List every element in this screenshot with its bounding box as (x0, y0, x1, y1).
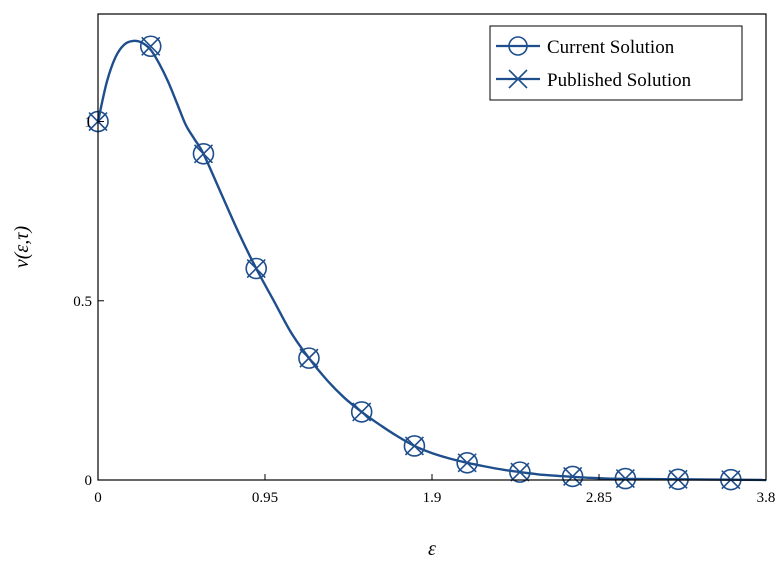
y-tick-label: 1 (85, 115, 93, 131)
current-solution-point (667, 468, 689, 491)
published-solution-point (246, 258, 266, 279)
published-solution-point (141, 36, 161, 56)
published-solution-point (352, 402, 372, 422)
current-solution-point (245, 257, 268, 280)
published-solution-point (193, 144, 214, 164)
current-solution-point (403, 435, 426, 457)
legend-box (489, 25, 743, 101)
legend-marker-x (508, 69, 528, 89)
x-axis-label: ε (428, 538, 436, 560)
tick-layer: 0 0.95 1.9 2.85 3.8 0 0.5 1 (73, 115, 775, 506)
current-solution-point (139, 35, 162, 58)
published-solution-point (563, 466, 583, 486)
current-solution-point (192, 143, 215, 165)
current-solution-point (509, 461, 531, 483)
current-solution-point (614, 467, 637, 490)
x-tick-label: 1.9 (423, 490, 442, 506)
current-solution-point (298, 347, 320, 369)
published-solution-point (615, 469, 635, 489)
published-solution-point (668, 469, 688, 489)
x-tick-label: 3.8 (757, 490, 776, 506)
x-tick-label: 0.95 (252, 490, 278, 506)
published-solution-point (457, 453, 477, 473)
y-tick-label: 0 (85, 473, 93, 489)
published-solution-point (404, 436, 424, 456)
y-axis-label: ν(ε,τ) (11, 226, 33, 269)
x-tick-label: 0 (94, 490, 102, 506)
legend: Current Solution Published Solution (489, 25, 743, 101)
current-solution-point (561, 465, 584, 488)
published-solution-point (510, 462, 530, 482)
current-solution-point (456, 451, 478, 474)
legend-label-published: Published Solution (547, 70, 692, 91)
current-solution-point (350, 401, 373, 423)
x-tick-label: 2.85 (586, 490, 612, 506)
published-solution-point (299, 348, 319, 368)
y-tick-label: 0.5 (73, 294, 92, 310)
legend-label-current: Current Solution (547, 37, 675, 58)
legend-marker-circle (508, 36, 528, 56)
